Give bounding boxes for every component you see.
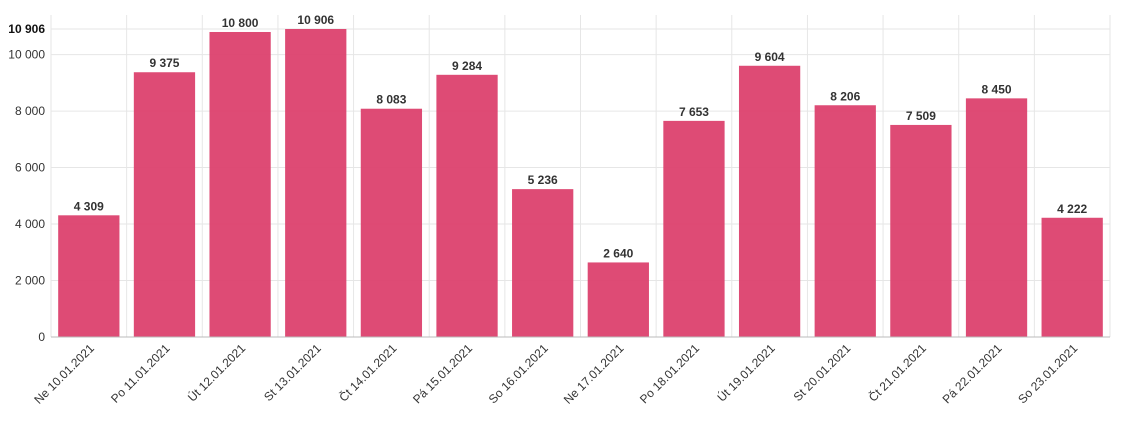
- bar[interactable]: [663, 120, 725, 337]
- x-tick-label: Út 19.01.2021: [714, 340, 778, 404]
- bar[interactable]: [133, 72, 196, 337]
- y-tick-label: 4 000: [15, 217, 45, 231]
- data-label: 2 640: [603, 246, 633, 260]
- x-tick-label: Út 12.01.2021: [184, 340, 248, 404]
- data-label: 9 284: [452, 59, 482, 73]
- x-tick-label: St 20.01.2021: [791, 341, 854, 404]
- x-tick-label: Ne 17.01.2021: [561, 341, 627, 407]
- bar[interactable]: [890, 124, 952, 337]
- x-tick-label: Ne 10.01.2021: [31, 341, 97, 407]
- x-tick-label: So 23.01.2021: [1015, 341, 1080, 406]
- data-label: 7 509: [906, 109, 936, 123]
- data-label: 5 236: [528, 173, 558, 187]
- bar[interactable]: [512, 189, 574, 337]
- bar[interactable]: [1041, 217, 1103, 337]
- data-label: 8 206: [830, 89, 860, 103]
- data-label: 4 222: [1057, 202, 1087, 216]
- data-label: 8 450: [982, 82, 1012, 96]
- data-label: 10 800: [222, 16, 259, 30]
- y-tick-label: 2 000: [15, 274, 45, 288]
- bar[interactable]: [587, 262, 649, 337]
- x-tick-label: Čt 21.01.2021: [865, 340, 929, 404]
- y-tick-label: 10 000: [8, 48, 45, 62]
- y-max-label: 10 906: [8, 22, 45, 36]
- bar[interactable]: [360, 108, 423, 338]
- data-label: 8 083: [376, 93, 406, 107]
- data-label: 9 604: [755, 50, 785, 64]
- bar[interactable]: [209, 31, 271, 337]
- bar[interactable]: [436, 74, 498, 338]
- y-tick-label: 6 000: [15, 161, 45, 175]
- bar[interactable]: [58, 215, 120, 337]
- x-tick-label: So 16.01.2021: [486, 341, 551, 406]
- y-tick-label: 0: [38, 330, 45, 344]
- x-tick-label: St 13.01.2021: [261, 341, 324, 404]
- x-tick-label: Po 11.01.2021: [108, 341, 173, 406]
- bar[interactable]: [738, 65, 801, 338]
- data-label: 4 309: [74, 199, 104, 213]
- x-tick-label: Čt 14.01.2021: [336, 340, 400, 404]
- x-tick-label: Po 18.01.2021: [637, 341, 702, 406]
- data-label: 10 906: [297, 13, 334, 27]
- x-tick-label: Pá 15.01.2021: [410, 341, 475, 406]
- data-label: 9 375: [149, 56, 179, 70]
- data-label: 7 653: [679, 105, 709, 119]
- y-tick-label: 8 000: [15, 104, 45, 118]
- bar[interactable]: [965, 98, 1028, 337]
- x-tick-label: Pá 22.01.2021: [940, 341, 1005, 406]
- bar[interactable]: [814, 105, 876, 337]
- bar[interactable]: [285, 29, 347, 337]
